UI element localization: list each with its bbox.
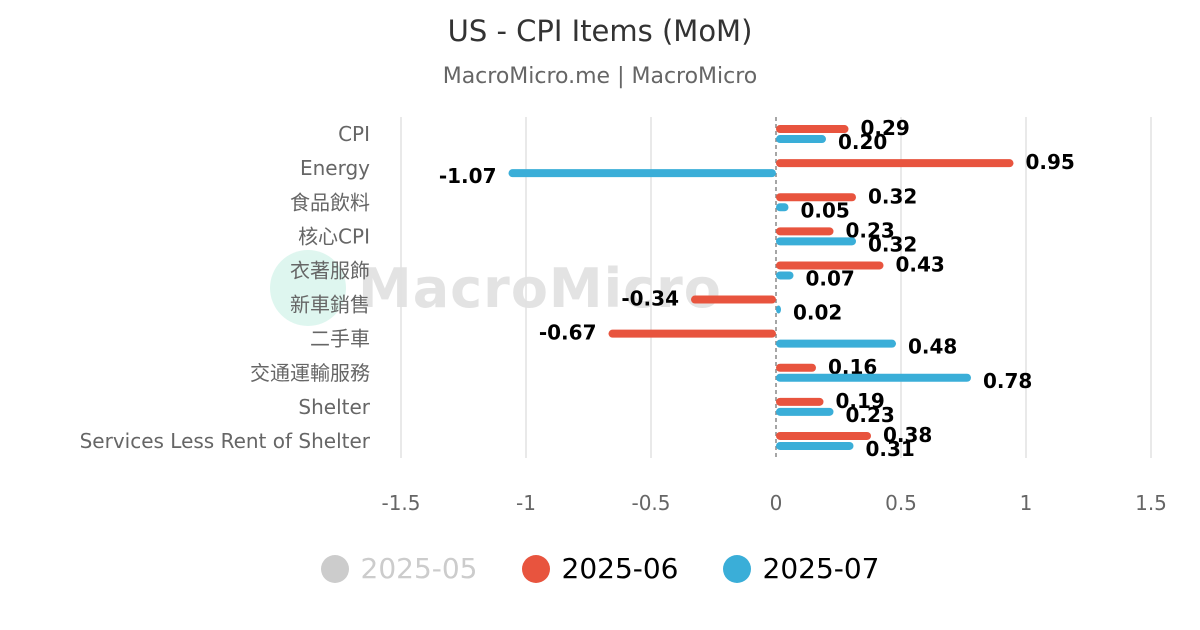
bar [776,271,794,280]
legend-marker-2025-06 [521,554,550,583]
bar [776,193,856,202]
bar [776,397,824,406]
category-label: 衣著服飾 [290,258,370,282]
data-label: 0.19 [836,389,885,413]
data-label: 0.78 [983,369,1032,393]
bar [776,227,834,236]
legend: 2025-05 2025-06 2025-07 [0,552,1200,585]
legend-marker-2025-07 [722,554,751,583]
category-label: 新車銷售 [290,293,370,317]
data-label: 0.32 [868,184,917,208]
watermark-text: MacroMicro [358,256,722,320]
data-label: 0.07 [806,266,855,290]
x-tick-label: -1 [516,491,536,515]
data-label: 0.32 [868,232,917,256]
category-label: Services Less Rent of Shelter [80,429,371,453]
data-label: -0.34 [621,287,679,311]
bar [776,363,816,372]
watermark: MacroMicro [270,250,722,326]
data-label: 0.48 [908,335,957,359]
bar [776,261,884,270]
x-tick-label: 0 [770,491,783,515]
bar [776,159,1014,168]
bar [776,237,856,246]
x-tick-label: -0.5 [631,491,670,515]
data-label: 0.38 [883,423,932,447]
x-tick-label: -1.5 [381,491,420,515]
data-label: 0.02 [793,301,842,325]
chart-title: US - CPI Items (MoM) [447,14,753,48]
data-label: 0.95 [1026,150,1075,174]
bar [608,329,776,338]
data-label: -0.67 [539,321,597,345]
legend-marker-2025-05 [320,554,349,583]
category-label: CPI [338,122,370,146]
data-label: 0.29 [861,116,910,140]
bar [776,135,826,144]
bar [776,373,971,382]
legend-item-2025-05[interactable]: 2025-05 [320,552,478,585]
legend-label-2025-05: 2025-05 [360,552,478,585]
bar [508,169,776,178]
legend-label-2025-07: 2025-07 [762,552,880,585]
data-label: 0.20 [838,130,887,154]
bar [691,295,776,304]
data-label: -1.07 [439,164,497,188]
bar [776,431,871,440]
x-tick-label: 1.5 [1135,491,1167,515]
bar [776,441,854,450]
legend-label-2025-06: 2025-06 [561,552,679,585]
legend-item-2025-06[interactable]: 2025-06 [521,552,679,585]
bar [776,305,781,314]
category-label: 食品飲料 [290,190,370,214]
data-label: 0.23 [846,403,895,427]
chart-subtitle: MacroMicro.me | MacroMicro [442,64,758,89]
category-label: Energy [300,156,370,180]
data-label: 0.31 [866,437,915,461]
legend-item-2025-07[interactable]: 2025-07 [722,552,880,585]
category-label: 二手車 [310,327,370,351]
category-label: 交通運輸服務 [250,361,370,385]
data-label: 0.43 [896,252,945,276]
watermark-logo-icon [270,250,346,326]
x-tick-label: 1 [1020,491,1033,515]
data-label: 0.05 [801,198,850,222]
category-label: 核心CPI [298,224,370,248]
bar [776,125,849,134]
bar [776,339,896,348]
bar [776,203,789,212]
bar [776,407,834,416]
x-tick-label: 0.5 [885,491,917,515]
category-label: Shelter [298,395,370,419]
